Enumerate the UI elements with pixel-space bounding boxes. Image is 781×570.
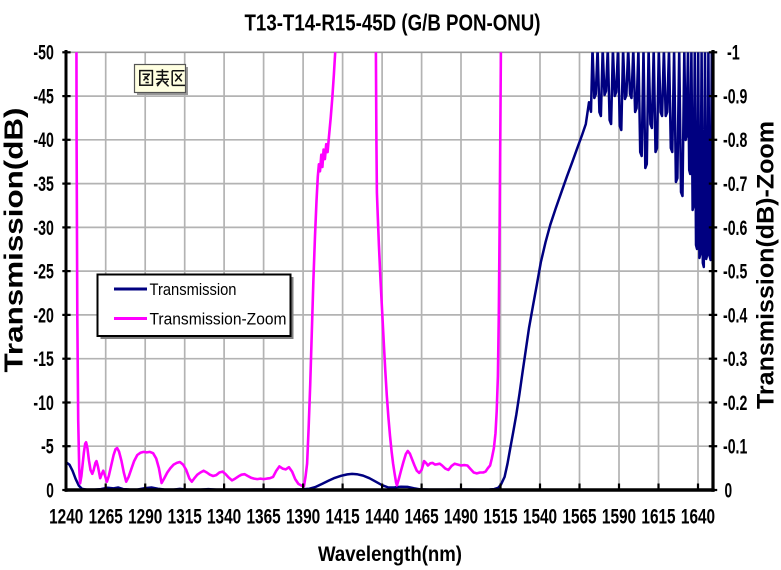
svg-text:-40: -40: [33, 129, 53, 152]
svg-text:Wavelength(nm): Wavelength(nm): [318, 543, 462, 566]
svg-text:1340: 1340: [207, 506, 241, 529]
svg-text:1490: 1490: [444, 506, 478, 529]
svg-text:1390: 1390: [286, 506, 320, 529]
svg-text:-0.6: -0.6: [723, 217, 747, 240]
svg-text:Transmission(dB)-Zoom: Transmission(dB)-Zoom: [753, 121, 780, 409]
svg-text:Transmission: Transmission: [150, 280, 237, 299]
svg-text:-0.4: -0.4: [723, 304, 748, 327]
svg-text:Transmission-Zoom: Transmission-Zoom: [150, 309, 287, 328]
svg-text:T13-T14-R15-45D (G/B PON-ONU): T13-T14-R15-45D (G/B PON-ONU): [245, 10, 541, 36]
svg-text:-1: -1: [727, 42, 740, 65]
svg-text:-25: -25: [33, 261, 54, 284]
svg-text:1590: 1590: [602, 506, 636, 529]
svg-text:1365: 1365: [247, 506, 281, 529]
svg-text:1240: 1240: [49, 506, 83, 529]
svg-text:1615: 1615: [641, 506, 675, 529]
svg-text:1540: 1540: [523, 506, 557, 529]
svg-text:-50: -50: [33, 42, 53, 65]
svg-text:1415: 1415: [326, 506, 360, 529]
svg-text:-45: -45: [33, 86, 54, 109]
svg-text:-15: -15: [33, 348, 54, 371]
svg-text:-35: -35: [33, 173, 54, 196]
svg-text:-0.2: -0.2: [723, 392, 747, 415]
svg-text:-20: -20: [33, 304, 53, 327]
svg-text:-5: -5: [41, 436, 54, 459]
svg-text:1315: 1315: [168, 506, 202, 529]
svg-text:1290: 1290: [128, 506, 162, 529]
svg-text:-0.1: -0.1: [723, 436, 748, 459]
svg-text:1640: 1640: [681, 506, 715, 529]
svg-text:1440: 1440: [365, 506, 399, 529]
svg-text:-10: -10: [33, 392, 53, 415]
svg-text:1265: 1265: [89, 506, 123, 529]
svg-text:0: 0: [725, 479, 733, 502]
svg-text:0: 0: [46, 479, 54, 502]
svg-text:-0.9: -0.9: [723, 86, 747, 109]
svg-text:-0.8: -0.8: [723, 129, 748, 152]
svg-text:-30: -30: [33, 217, 53, 240]
svg-text:-0.3: -0.3: [723, 348, 747, 371]
svg-text:-0.5: -0.5: [723, 261, 748, 284]
svg-text:1515: 1515: [483, 506, 517, 529]
svg-text:Transmission(dB): Transmission(dB): [0, 108, 29, 373]
svg-text:-0.7: -0.7: [723, 173, 747, 196]
svg-text:1565: 1565: [562, 506, 596, 529]
svg-text:1465: 1465: [405, 506, 439, 529]
